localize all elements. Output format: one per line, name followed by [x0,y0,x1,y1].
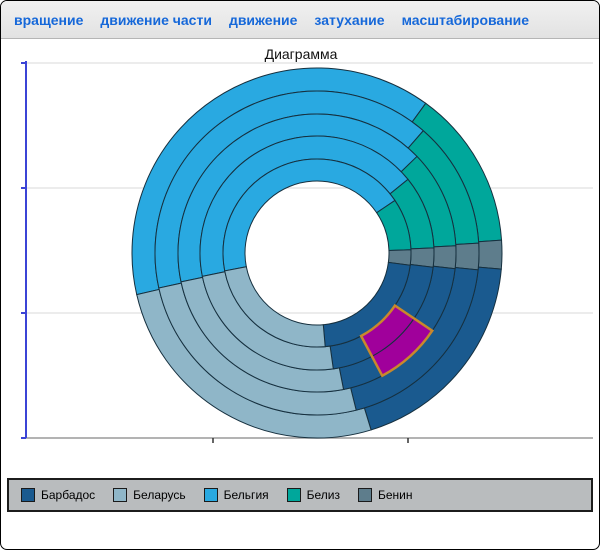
legend-label: Бенин [378,488,413,502]
donut-segment-benin-ring-3[interactable] [409,247,435,268]
legend-item-3[interactable]: Белиз [286,488,340,502]
legend-label: Белиз [306,488,340,502]
legend-swatch [286,488,301,502]
donut-segment-belarus-ring-4[interactable] [224,266,326,348]
toolbar-link-rotation[interactable]: вращение [14,11,84,28]
legend-label: Бельгия [223,488,269,502]
toolbar-link-fade[interactable]: затухание [314,11,385,28]
toolbar: вращение движение части движение затухан… [1,1,599,39]
legend-swatch [113,488,128,502]
donut-segment-benin-ring-1[interactable] [454,242,480,271]
chart-title: Диаграмма [264,46,338,62]
donut-chart [21,61,593,443]
legend-item-4[interactable]: Бенин [358,488,413,502]
legend-label: Барбадос [41,488,96,502]
legend-item-2[interactable]: Бельгия [203,488,269,502]
legend-item-1[interactable]: Беларусь [113,488,186,502]
chart-area: Диаграмма [1,39,599,474]
legend-item-0[interactable]: Барбадос [21,488,95,502]
toolbar-link-move-parts[interactable]: движение части [100,11,212,28]
legend-label: Беларусь [133,488,186,502]
donut-segment-benin-ring-2[interactable] [432,245,457,270]
chart-legend: Барбадос Беларусь Бельгия Белиз Бенин [7,478,593,512]
toolbar-link-move[interactable]: движение [228,11,298,28]
legend-swatch [21,488,35,502]
legend-swatch [358,488,372,502]
donut-segment-benin-ring-0[interactable] [477,239,503,270]
legend-swatch [203,488,218,502]
toolbar-link-scale[interactable]: масштабирование [401,11,530,28]
highlight-outline [359,303,434,378]
